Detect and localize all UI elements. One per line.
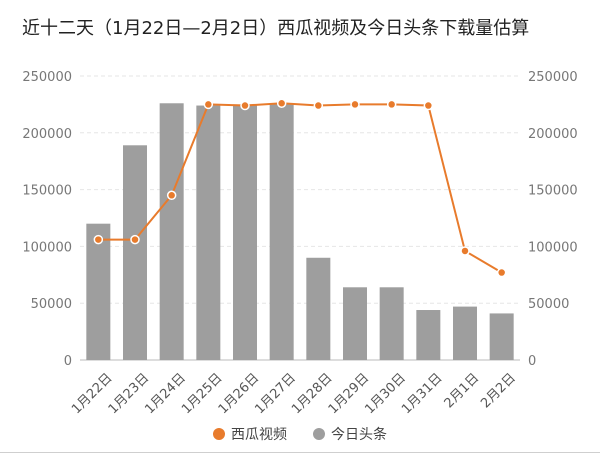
bar <box>86 223 111 360</box>
y-tick-label-left: 200000 <box>22 127 72 142</box>
y-tick-label-right: 150000 <box>528 184 578 199</box>
y-axis-left: 0 50000 100000 150000 200000 250000 <box>22 70 72 369</box>
x-tick-label: 2月1日 <box>442 371 483 412</box>
bar <box>453 306 477 360</box>
y-tick-label-left: 250000 <box>22 70 72 85</box>
line-point <box>460 246 470 256</box>
bar <box>123 145 147 360</box>
line-point <box>276 98 287 109</box>
chart-plot: 0 50000 100000 150000 200000 250000 0 50000 100… <box>22 70 578 418</box>
bar <box>233 104 257 361</box>
line-point <box>313 100 324 111</box>
x-tick-label: 1月31日 <box>399 371 446 418</box>
y-tick-label-right: 0 <box>528 354 536 369</box>
bar <box>489 313 514 360</box>
line-path <box>98 102 503 274</box>
bar <box>343 287 367 360</box>
bar <box>306 257 331 360</box>
chart-title: 近十二天（1月22日—2月2日）西瓜视频及今日头条下载量估算 <box>22 18 530 39</box>
y-axis-right: 0 50000 100000 150000 200000 250000 <box>528 70 578 369</box>
y-tick-label-right: 250000 <box>528 70 578 85</box>
y-tick-label-left: 50000 <box>31 297 72 312</box>
line-point <box>93 234 104 245</box>
line-point <box>130 234 140 245</box>
line-series <box>93 98 507 278</box>
legend-marker-line <box>213 428 225 440</box>
x-axis: 1月22日1月23日1月24日1月25日1月26日1月27日1月28日1月29日… <box>69 371 519 418</box>
x-tick-label: 2月2日 <box>478 371 519 412</box>
line-point <box>166 190 177 201</box>
line-point <box>203 99 214 110</box>
bar <box>159 103 184 360</box>
bar <box>379 287 404 360</box>
legend-item-line[interactable]: 西瓜视频 <box>213 424 287 444</box>
bar <box>269 103 294 360</box>
line-point <box>423 100 434 111</box>
line-point <box>240 100 250 111</box>
y-tick-label-right: 200000 <box>528 127 578 142</box>
y-tick-label-left: 0 <box>64 354 72 369</box>
bar <box>416 310 441 360</box>
footer-divider <box>0 452 600 453</box>
grid-lines <box>80 75 520 361</box>
y-tick-label-left: 100000 <box>22 240 72 255</box>
y-tick-label-right: 100000 <box>528 240 578 255</box>
legend-label-bar: 今日头条 <box>331 427 387 443</box>
legend-label-line: 西瓜视频 <box>231 427 287 443</box>
y-tick-label-right: 50000 <box>528 297 569 312</box>
line-point <box>350 99 360 110</box>
line-point <box>386 99 397 110</box>
legend-marker-bar <box>313 428 325 440</box>
y-tick-label-left: 150000 <box>22 184 72 199</box>
legend: 西瓜视频 今日头条 <box>0 424 600 444</box>
bar-series <box>86 103 514 361</box>
bar <box>196 105 221 360</box>
line-point <box>496 267 507 278</box>
legend-item-bar[interactable]: 今日头条 <box>313 424 387 444</box>
